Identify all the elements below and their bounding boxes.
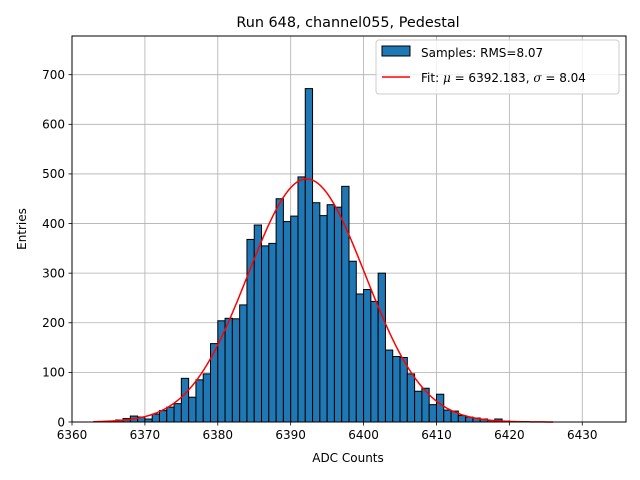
x-tick-label: 6360 — [57, 428, 88, 442]
histogram-bar — [348, 260, 357, 423]
histogram-bar — [202, 373, 211, 423]
histogram-bar — [414, 390, 423, 423]
plot-frame — [71, 35, 627, 423]
histogram-bar — [443, 409, 452, 423]
histogram-bar — [399, 357, 408, 423]
histogram-bar — [363, 289, 372, 423]
x-tick-label: 6430 — [567, 428, 598, 442]
y-tick-label: 700 — [42, 68, 65, 82]
x-tick-label: 6410 — [421, 428, 452, 442]
histogram-bar — [392, 356, 401, 423]
y-axis-ticks: 0 100 200 300 400 500 600 700 — [42, 68, 72, 429]
histogram-bar — [428, 404, 437, 423]
y-tick-label: 400 — [42, 217, 65, 231]
y-tick-label: 200 — [42, 316, 65, 330]
legend-fit-mu-symbol: μ — [443, 71, 451, 85]
histogram-bar — [377, 272, 386, 423]
legend: Samples: RMS=8.07 Fit: μ = 6392.183, σ =… — [375, 39, 620, 95]
histogram-bar — [239, 304, 248, 423]
y-tick-label: 0 — [57, 415, 65, 429]
histogram-bar — [151, 413, 160, 423]
fit-curve — [93, 178, 554, 423]
x-tick-label: 6400 — [348, 428, 379, 442]
y-tick-label: 100 — [42, 366, 65, 380]
histogram-bar — [384, 349, 394, 423]
x-tick-label: 6380 — [203, 428, 234, 442]
legend-box — [375, 39, 620, 95]
legend-fit-sigma-symbol: σ — [533, 71, 542, 85]
legend-fit-label-part: = 6392.183, — [451, 71, 534, 85]
histogram-bar — [224, 317, 233, 423]
histogram-bar — [188, 396, 197, 423]
legend-samples-label: Samples: RMS=8.07 — [421, 46, 543, 60]
histogram-bar — [319, 215, 328, 423]
histogram-bar — [231, 318, 241, 423]
legend-fit-label: Fit: μ = 6392.183, σ = 8.04 — [421, 71, 586, 85]
histogram-bar — [333, 206, 343, 423]
histogram-bar — [312, 202, 321, 423]
histogram-bar — [195, 379, 204, 423]
y-tick-label: 600 — [42, 118, 65, 132]
histogram-bar — [297, 176, 306, 423]
histogram-bar — [290, 215, 299, 423]
histogram-bar — [173, 403, 182, 423]
histogram-bar — [370, 300, 379, 423]
x-tick-label: 6420 — [494, 428, 525, 442]
histogram-bar — [406, 373, 416, 423]
histogram-bar — [166, 406, 175, 423]
x-axis-ticks: 6360 6370 6380 6390 6400 6410 6420 6430 — [57, 422, 598, 442]
legend-samples-swatch — [381, 45, 411, 57]
histogram-bar — [326, 204, 335, 423]
histogram-bar — [180, 377, 190, 423]
histogram-bar — [355, 293, 365, 423]
x-tick-label: 6370 — [130, 428, 161, 442]
histogram-bar — [261, 245, 270, 423]
y-tick-label: 300 — [42, 266, 65, 280]
x-tick-label: 6390 — [275, 428, 306, 442]
histogram-bar — [304, 88, 314, 423]
histogram-bar — [282, 221, 292, 423]
legend-fit-label-part: = 8.04 — [542, 71, 586, 85]
x-axis-label: ADC Counts — [312, 451, 384, 465]
histogram-bar — [457, 415, 467, 423]
y-axis-label: Entries — [15, 208, 29, 250]
histogram-bar — [275, 198, 284, 423]
histogram-bar — [158, 410, 168, 423]
fit-curve-group — [93, 178, 554, 423]
histogram-bar — [435, 393, 445, 423]
histogram-bar — [268, 242, 277, 423]
histogram-bars — [93, 88, 510, 423]
legend-fit-label-part: Fit: — [421, 71, 443, 85]
chart-title: Run 648, channel055, Pedestal — [236, 15, 459, 31]
y-tick-label: 500 — [42, 167, 65, 181]
